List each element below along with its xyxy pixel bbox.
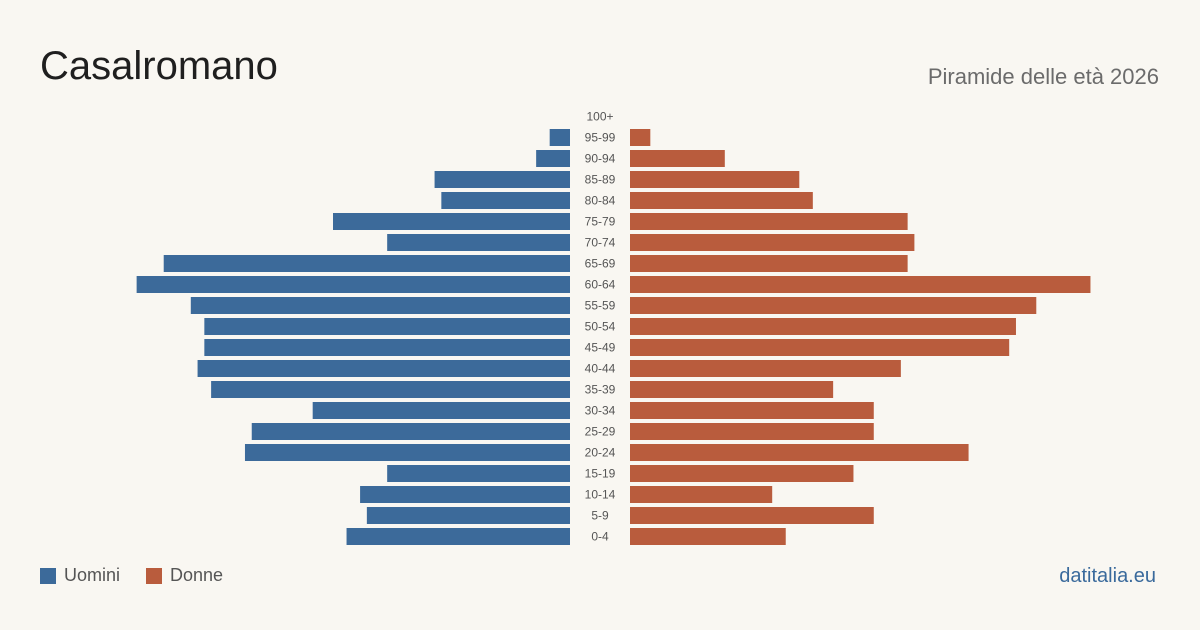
legend-label-men: Uomini [64, 565, 121, 585]
chart-subtitle: Piramide delle età 2026 [927, 64, 1159, 89]
bar-women-5-9 [630, 507, 874, 524]
age-label-25-29: 25-29 [585, 425, 616, 439]
age-label-90-94: 90-94 [585, 152, 616, 166]
age-label-55-59: 55-59 [585, 299, 616, 313]
legend-swatch-women [146, 567, 163, 584]
bar-women-70-74 [630, 234, 915, 251]
source-link[interactable]: datitalia.eu [1059, 565, 1156, 587]
bar-men-65-69 [163, 255, 570, 272]
bar-women-10-14 [630, 486, 773, 503]
bar-women-85-89 [630, 171, 800, 188]
bar-men-80-84 [441, 192, 570, 209]
bar-men-15-19 [387, 465, 570, 482]
bar-women-80-84 [630, 192, 813, 209]
bar-women-0-4 [630, 528, 786, 545]
age-label-100+: 100+ [586, 110, 613, 124]
age-label-95-99: 95-99 [585, 131, 616, 145]
age-label-0-4: 0-4 [591, 530, 609, 544]
legend-label-women: Donne [170, 565, 224, 585]
bar-women-90-94 [630, 150, 725, 167]
age-label-70-74: 70-74 [585, 236, 616, 250]
bar-men-5-9 [366, 507, 570, 524]
age-label-85-89: 85-89 [585, 173, 616, 187]
bar-women-35-39 [630, 381, 834, 398]
age-label-50-54: 50-54 [585, 320, 616, 334]
age-label-15-19: 15-19 [585, 467, 616, 481]
bar-women-45-49 [630, 339, 1010, 356]
bar-men-90-94 [536, 150, 570, 167]
bar-women-60-64 [630, 276, 1091, 293]
age-labels-group: 100+ 95-99 90-94 85-89 80-84 75-79 70-74 65-69 6… [585, 110, 616, 544]
age-label-35-39: 35-39 [585, 383, 616, 397]
bar-men-40-44 [197, 360, 571, 377]
bar-women-75-79 [630, 213, 908, 230]
age-label-40-44: 40-44 [585, 362, 616, 376]
age-label-60-64: 60-64 [585, 278, 616, 292]
age-label-5-9: 5-9 [591, 509, 609, 523]
bar-women-50-54 [630, 318, 1016, 335]
men-bars-group [136, 129, 571, 545]
age-label-45-49: 45-49 [585, 341, 616, 355]
age-label-65-69: 65-69 [585, 257, 616, 271]
bar-men-50-54 [204, 318, 571, 335]
bar-men-25-29 [251, 423, 570, 440]
bar-men-20-24 [244, 444, 570, 461]
bar-men-75-79 [333, 213, 570, 230]
bar-men-35-39 [211, 381, 570, 398]
bar-men-45-49 [204, 339, 571, 356]
bar-women-65-69 [630, 255, 908, 272]
legend-swatch-men [40, 567, 56, 584]
bar-men-85-89 [434, 171, 570, 188]
bar-men-0-4 [346, 528, 570, 545]
legend: Uomini Donne [40, 565, 249, 586]
bar-men-30-34 [312, 402, 570, 419]
age-label-30-34: 30-34 [585, 404, 616, 418]
bar-women-55-59 [630, 297, 1037, 314]
bar-women-30-34 [630, 402, 874, 419]
age-label-75-79: 75-79 [585, 215, 616, 229]
bar-women-40-44 [630, 360, 901, 377]
legend-item-women: Donne [146, 565, 223, 586]
bar-women-20-24 [630, 444, 969, 461]
bar-men-10-14 [360, 486, 570, 503]
age-label-10-14: 10-14 [585, 488, 616, 502]
age-label-80-84: 80-84 [585, 194, 616, 208]
bar-women-95-99 [630, 129, 651, 146]
women-bars-group [630, 129, 1091, 545]
bar-men-70-74 [387, 234, 570, 251]
bar-men-55-59 [190, 297, 571, 314]
bar-men-60-64 [136, 276, 570, 293]
age-label-20-24: 20-24 [585, 446, 616, 460]
bar-women-25-29 [630, 423, 874, 440]
legend-item-men: Uomini [40, 565, 120, 586]
page-title: Casalromano [40, 44, 278, 88]
bar-women-15-19 [630, 465, 854, 482]
bar-men-95-99 [549, 129, 570, 146]
